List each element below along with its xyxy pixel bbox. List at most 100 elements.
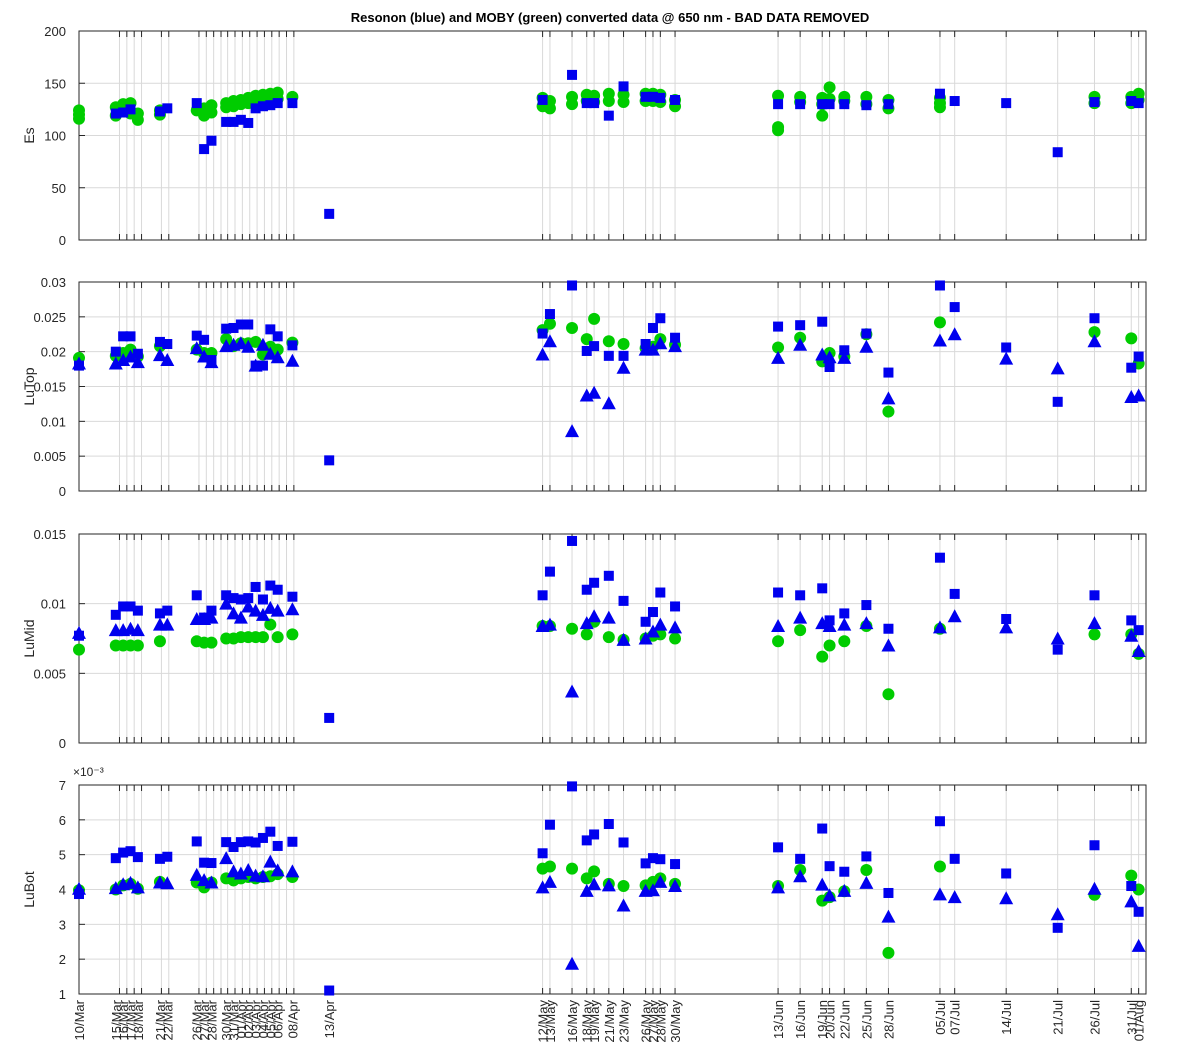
- resonon-triangle-point: [822, 350, 837, 364]
- resonon-triangle-point: [285, 864, 300, 878]
- resonon-square-point: [206, 858, 217, 869]
- resonon-triangle-point: [668, 620, 683, 634]
- resonon-square-point: [118, 107, 129, 118]
- x-tick-label: 16/Mar: [116, 999, 131, 1040]
- resonon-triangle-point: [668, 879, 683, 893]
- x-tick-label: 18/Mar: [131, 999, 146, 1040]
- resonon-square-point: [567, 535, 578, 546]
- resonon-square-point: [647, 91, 658, 102]
- resonon-square-point: [287, 340, 298, 351]
- resonon-triangle-point: [771, 880, 786, 894]
- x-tick-label: 07/Jul: [948, 1000, 963, 1035]
- resonon-triangle-point: [793, 869, 808, 883]
- resonon-triangle-point: [542, 617, 557, 631]
- resonon-square-point: [824, 99, 835, 110]
- resonon-triangle-point: [542, 874, 557, 888]
- resonon-square-point: [221, 116, 232, 127]
- resonon-square-point: [206, 135, 217, 146]
- resonon-triangle-point: [1087, 616, 1102, 630]
- resonon-square-point: [839, 866, 850, 877]
- resonon-triangle-point: [999, 351, 1014, 365]
- resonon-square-point: [670, 332, 681, 343]
- panel-lumid: 0 0.005 0.01 0.015 LuMid: [21, 527, 1147, 751]
- x-tick-label: 02/Apr: [241, 999, 256, 1038]
- resonon-square-point: [1126, 881, 1137, 892]
- resonon-square-point: [132, 605, 143, 616]
- y-tick-label: 0.015: [33, 527, 66, 542]
- resonon-square-point: [640, 616, 651, 627]
- resonon-triangle-point: [189, 867, 204, 881]
- moby-circle-point: [73, 104, 85, 117]
- resonon-triangle-point: [270, 863, 285, 877]
- resonon-square-point: [243, 117, 254, 128]
- resonon-square-point: [537, 590, 548, 601]
- resonon-square-point: [235, 114, 246, 125]
- resonon-triangle-point: [123, 349, 138, 363]
- y-axis-label: LuBot: [21, 871, 37, 908]
- x-tick-label: 06/Apr: [271, 999, 286, 1038]
- resonon-triangle-point: [653, 336, 668, 350]
- resonon-triangle-point: [793, 610, 808, 624]
- moby-circle-point: [860, 863, 873, 876]
- resonon-square-point: [199, 857, 210, 868]
- resonon-square-point: [1052, 922, 1063, 933]
- resonon-square-point: [824, 861, 835, 872]
- resonon-square-point: [883, 99, 894, 110]
- moby-circle-point: [882, 688, 895, 701]
- resonon-square-point: [581, 98, 592, 109]
- resonon-triangle-point: [653, 617, 668, 631]
- resonon-triangle-point: [123, 875, 138, 889]
- resonon-square-point: [655, 92, 666, 103]
- x-tick-label: 14/Jul: [999, 1000, 1014, 1035]
- resonon-square-point: [581, 835, 592, 846]
- x-tick-label: 28/Jun: [881, 1000, 896, 1039]
- resonon-square-point: [537, 94, 548, 105]
- resonon-square-point: [191, 330, 202, 341]
- resonon-triangle-point: [947, 327, 962, 341]
- resonon-square-point: [618, 81, 629, 92]
- x-tick-label: 16/Jun: [793, 1000, 808, 1039]
- resonon-square-point: [118, 601, 129, 612]
- resonon-triangle-point: [932, 333, 947, 347]
- resonon-square-point: [589, 829, 600, 840]
- resonon-triangle-point: [270, 603, 285, 617]
- moby-circle-point: [271, 631, 284, 644]
- resonon-square-point: [581, 584, 592, 595]
- x-tick-label: 21/Jul: [1051, 1000, 1066, 1035]
- resonon-square-point: [228, 116, 239, 127]
- x-tick-label: 20/Jun: [823, 1000, 838, 1039]
- moby-circle-point: [772, 121, 785, 134]
- y-tick-label: 0.015: [33, 380, 66, 395]
- moby-circle-point: [669, 632, 682, 645]
- moby-circle-point: [772, 341, 785, 354]
- x-tick-label: 23/May: [617, 1000, 632, 1043]
- moby-circle-point: [153, 635, 166, 648]
- resonon-square-point: [125, 846, 136, 857]
- resonon-square-point: [589, 98, 600, 109]
- resonon-square-point: [618, 595, 629, 606]
- resonon-square-point: [132, 852, 143, 863]
- x-tick-label: 10/Mar: [72, 999, 87, 1040]
- x-tick-label: 05/Apr: [263, 999, 278, 1038]
- x-tick-label: 08/Apr: [285, 999, 300, 1038]
- resonon-square-point: [228, 842, 239, 853]
- resonon-triangle-point: [999, 891, 1014, 905]
- resonon-square-point: [1089, 97, 1100, 108]
- resonon-triangle-point: [160, 617, 175, 631]
- resonon-square-point: [118, 847, 129, 858]
- resonon-square-point: [795, 99, 806, 110]
- resonon-square-point: [567, 69, 578, 80]
- resonon-square-point: [324, 712, 335, 723]
- resonon-square-point: [243, 319, 254, 330]
- resonon-square-point: [265, 826, 276, 837]
- resonon-triangle-point: [881, 391, 896, 405]
- resonon-square-point: [199, 144, 210, 155]
- resonon-square-point: [265, 580, 276, 591]
- resonon-triangle-point: [248, 358, 263, 372]
- resonon-triangle-point: [219, 596, 234, 610]
- y-tick-label: 0.005: [33, 666, 66, 681]
- resonon-square-point: [618, 837, 629, 848]
- moby-circle-point: [73, 643, 85, 656]
- resonon-square-point: [1001, 868, 1012, 879]
- resonon-square-point: [154, 336, 165, 347]
